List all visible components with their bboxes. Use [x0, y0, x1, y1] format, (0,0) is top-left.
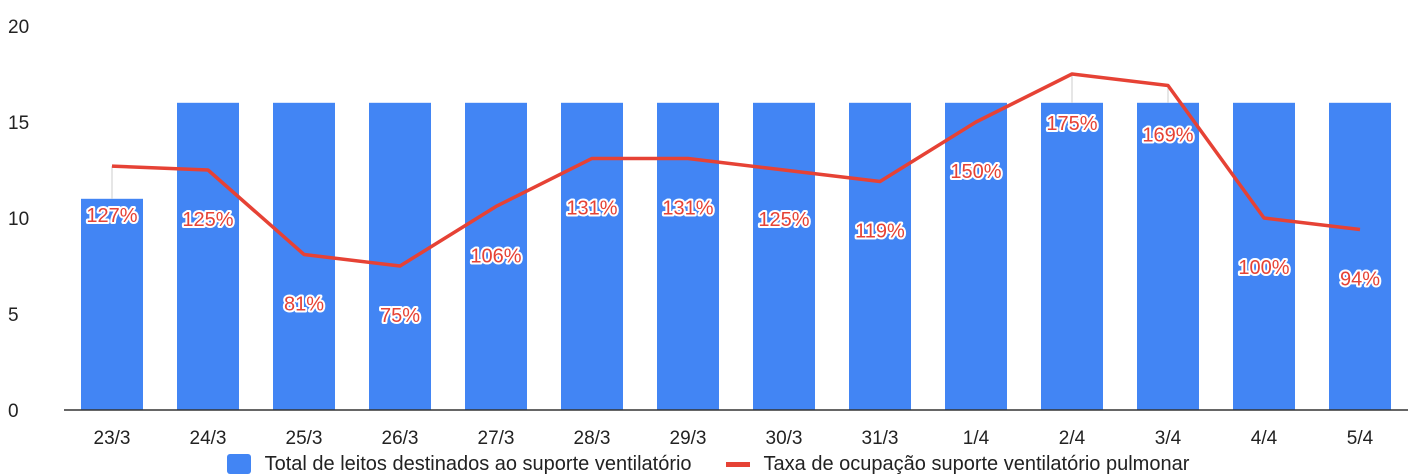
- combo-chart: 0 5 10 15 20 23/3 24/3 25/3 26/3 27/3 28/3 29/3 30/…: [8, 17, 1408, 449]
- legend-swatch-line: [725, 461, 750, 467]
- data-labels: 127% 125% 81% 75% 106% 131% 131% 125% 119% 150% 17…: [84, 111, 1382, 329]
- line-series: [111, 72, 1361, 268]
- data-label: 81%: [284, 293, 324, 315]
- data-label: 125%: [758, 209, 809, 231]
- bar[interactable]: [177, 102, 239, 411]
- legend-item-bars[interactable]: Total de leitos destinados ao suporte ve…: [226, 452, 692, 476]
- x-axis: 23/3 24/3 25/3 26/3 27/3 28/3 29/3 30/3 31/3 1/4 2…: [94, 428, 1374, 449]
- y-axis: 0 5 10 15 20: [8, 17, 29, 422]
- y-tick-label: 15: [8, 113, 29, 134]
- legend-swatch-bars: [226, 454, 251, 474]
- x-tick-label: 25/3: [286, 428, 323, 449]
- bar[interactable]: [1137, 102, 1199, 411]
- bar[interactable]: [1233, 102, 1295, 411]
- bar[interactable]: [1041, 102, 1103, 411]
- data-label: 94%: [1340, 269, 1380, 291]
- x-tick-label: 3/4: [1155, 428, 1182, 449]
- data-label: 125%: [182, 209, 233, 231]
- bar[interactable]: [657, 102, 719, 411]
- bar[interactable]: [369, 102, 431, 411]
- bar[interactable]: [465, 102, 527, 411]
- x-tick-label: 31/3: [862, 428, 899, 449]
- y-tick-label: 5: [8, 305, 19, 326]
- legend-label-line: Taxa de ocupação suporte ventilatório pu…: [763, 452, 1190, 475]
- data-label: 169%: [1142, 125, 1193, 147]
- x-tick-label: 28/3: [574, 428, 611, 449]
- x-tick-label: 29/3: [670, 428, 707, 449]
- legend-item-line[interactable]: Taxa de ocupação suporte ventilatório pu…: [725, 452, 1190, 476]
- x-tick-label: 2/4: [1059, 428, 1086, 449]
- legend-label-bars: Total de leitos destinados ao suporte ve…: [264, 452, 692, 475]
- x-tick-label: 4/4: [1251, 428, 1278, 449]
- x-tick-label: 27/3: [478, 428, 515, 449]
- data-label: 131%: [662, 197, 713, 219]
- x-tick-label: 30/3: [766, 428, 803, 449]
- legend: Total de leitos destinados ao suporte ve…: [0, 452, 1416, 476]
- x-tick-label: 23/3: [94, 428, 131, 449]
- data-label: 150%: [950, 161, 1001, 183]
- data-label: 75%: [380, 305, 420, 327]
- data-label: 119%: [855, 221, 905, 243]
- bar[interactable]: [753, 102, 815, 411]
- data-label: 175%: [1046, 113, 1097, 135]
- data-label: 127%: [86, 205, 137, 227]
- bar[interactable]: [849, 102, 911, 411]
- y-tick-label: 10: [8, 209, 29, 230]
- y-tick-label: 20: [8, 17, 29, 38]
- x-tick-label: 24/3: [190, 428, 227, 449]
- bar-series: [81, 102, 1391, 411]
- bar[interactable]: [945, 102, 1007, 411]
- line-series-path[interactable]: [111, 72, 1361, 268]
- data-label: 131%: [566, 197, 617, 219]
- bar[interactable]: [1329, 102, 1391, 411]
- x-tick-label: 26/3: [382, 428, 419, 449]
- x-tick-label: 5/4: [1347, 428, 1374, 449]
- bar[interactable]: [561, 102, 623, 411]
- y-tick-label: 0: [8, 401, 19, 422]
- x-tick-label: 1/4: [963, 428, 990, 449]
- data-label: 100%: [1238, 257, 1289, 279]
- bar[interactable]: [81, 198, 143, 410]
- data-label: 106%: [470, 245, 521, 267]
